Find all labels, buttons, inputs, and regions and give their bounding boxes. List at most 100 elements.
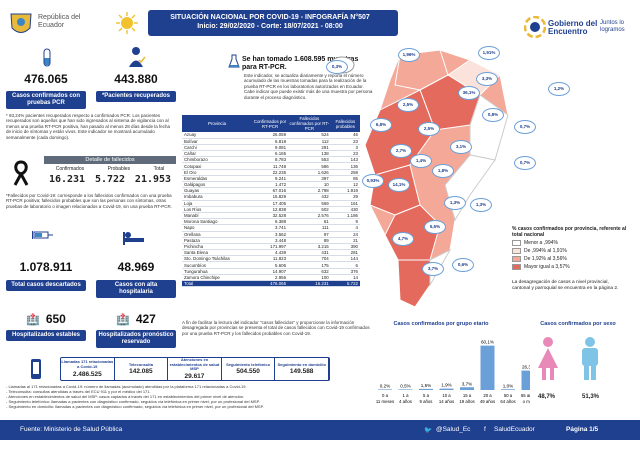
table-cell: 704 bbox=[288, 255, 331, 263]
table-row: Imbabura 15.829 432 29 bbox=[182, 193, 360, 201]
page-title: SITUACIÓN NACIONAL POR COVID-19 - INFOGR… bbox=[170, 14, 370, 21]
table-row: Guayas 67.016 2.798 1.919 bbox=[182, 187, 360, 195]
kpi-confirmed-value: 476.065 bbox=[24, 72, 68, 86]
table-cell: 432 bbox=[288, 193, 331, 201]
service-value: 29.617 bbox=[184, 372, 205, 380]
kpi-hosp-stable-value: 650 bbox=[45, 312, 66, 326]
footer-twitter[interactable]: @Salud_Ec bbox=[436, 426, 471, 433]
map-label-bubble: 4,7% bbox=[392, 232, 414, 246]
service-label: Atenciones en establecimientos de salud … bbox=[169, 357, 220, 372]
table-cell: Cañar bbox=[182, 150, 252, 158]
header-block: SITUACIÓN NACIONAL POR COVID-19 - INFOGR… bbox=[150, 14, 390, 30]
table-row: Pastaza 3.448 89 21 bbox=[182, 237, 360, 244]
male-icon bbox=[578, 336, 602, 384]
kpi-discharged-label: Casos con alta hospitalaria bbox=[96, 280, 176, 298]
footer-page: Página 1/5 bbox=[566, 426, 599, 433]
legend-label: De 1,92% al 3,56% bbox=[524, 256, 567, 262]
pcr-lab-icon bbox=[228, 54, 240, 70]
map-label-bubble: 14,1% bbox=[388, 178, 410, 192]
pcr-note: Este indicador, se actualiza diariamente… bbox=[244, 73, 373, 100]
legend-row: De 1,92% al 3,56% bbox=[512, 256, 628, 262]
service-label: Teleconsulta bbox=[128, 361, 153, 367]
deaths-confirmed-value: 16.231 bbox=[48, 174, 86, 185]
service-value: 142.085 bbox=[129, 368, 153, 376]
table-row: Morona Santiago 6.388 61 9 bbox=[182, 218, 360, 226]
footer-facebook[interactable]: SaludEcuador bbox=[494, 426, 535, 433]
table-cell: 23 bbox=[330, 138, 360, 145]
desagregation-note: La desagregación de casos a nivel provin… bbox=[512, 280, 619, 291]
table-cell: Loja bbox=[182, 200, 252, 207]
twitter-icon: 🐦 bbox=[424, 427, 433, 434]
table-cell: 138 bbox=[288, 150, 331, 158]
table-cell: Pichincha bbox=[182, 243, 252, 251]
table-cell: Sucumbíos bbox=[182, 261, 252, 269]
map-label-bubble: 0,6% bbox=[452, 258, 474, 272]
table-total-cell: 476.065 bbox=[252, 280, 289, 288]
table-row: Zamora Chinchipe 2.956 100 14 bbox=[182, 274, 360, 282]
kpi-discharged: 48.969 Casos con alta hospitalaria bbox=[96, 260, 176, 298]
table-cell: Napo bbox=[182, 224, 252, 232]
table-cell: Santa Elena bbox=[182, 249, 252, 257]
age-bar bbox=[460, 387, 474, 390]
deaths-cols: Confirmados Probables Total bbox=[44, 166, 176, 172]
table-cell: 14 bbox=[330, 274, 360, 282]
table-cell: 1.919 bbox=[330, 187, 360, 195]
kpi-confirmed-label: Casos confirmados con pruebas PCR bbox=[6, 91, 86, 109]
table-total-cell: Total bbox=[182, 280, 252, 288]
table-cell: 3.562 bbox=[252, 231, 289, 238]
table-cell: 9.081 bbox=[252, 144, 289, 152]
map-label-bubble: 6,8% bbox=[370, 118, 392, 132]
table-cell: 258 bbox=[330, 169, 360, 176]
facebook-icon: f bbox=[484, 426, 486, 433]
table-cell: 553 bbox=[288, 156, 331, 164]
age-category-label: 65 años bbox=[521, 393, 530, 398]
map-label-bubble: 2,5% bbox=[397, 98, 419, 112]
table-cell: Cotopaxi bbox=[182, 162, 252, 170]
table-body: Azuay 26.059 524 46 Bolívar 6.818 112 23 Carchi 9… bbox=[182, 132, 360, 288]
service-value: 2.486.525 bbox=[72, 370, 102, 378]
brand-logo-icon bbox=[523, 15, 547, 39]
male-pct: 51,3% bbox=[582, 394, 600, 400]
service-label: Seguimiento en domicilio bbox=[277, 361, 326, 367]
age-category-label: 10 a bbox=[442, 393, 451, 398]
deaths-box: Detalle de fallecidos Confirmados Probab… bbox=[44, 156, 176, 185]
table-row: El Oro 22.235 1.626 258 bbox=[182, 169, 360, 176]
age-category-label: 4 años bbox=[399, 399, 412, 404]
service-column: Llamadas 171 relacionadas a Covid-19 2.48… bbox=[61, 358, 115, 380]
table-cell: 11.748 bbox=[252, 162, 289, 170]
table-cell: 12.838 bbox=[252, 206, 289, 213]
table-cell: 10 bbox=[288, 181, 331, 189]
age-bar-label: 1,0% bbox=[503, 383, 513, 388]
deaths-col-confirmed: Confirmados bbox=[55, 166, 85, 172]
deaths-total-value: 21.953 bbox=[134, 174, 172, 185]
kpi-hosp-stable-label: Hospitalizados estables bbox=[6, 330, 86, 341]
table-total-cell: 5.722 bbox=[330, 280, 360, 288]
map-label-bubble: 3,7% bbox=[422, 262, 444, 276]
table-cell: El Oro bbox=[182, 169, 252, 176]
table-cell: Azuay bbox=[182, 132, 252, 139]
table-cell: 32.528 bbox=[252, 212, 289, 220]
gov-name: República del Ecuador bbox=[38, 14, 81, 29]
services-band: Llamadas 171 relacionadas a Covid-19 2.48… bbox=[60, 357, 330, 381]
table-cell: Tungurahua bbox=[182, 268, 252, 275]
services-notes: - Llamadas al 171 relacionadas a Covid-1… bbox=[6, 384, 336, 409]
table-header-province: Provincia bbox=[182, 115, 252, 132]
legend-swatch bbox=[512, 264, 521, 270]
age-category-label: 11 meses bbox=[376, 399, 394, 404]
table-row: Santa Elena 4.439 431 281 bbox=[182, 249, 360, 257]
map-label-bubble: 3,3% bbox=[476, 72, 498, 86]
table-cell: 171.997 bbox=[252, 243, 289, 251]
table-cell: 2.798 bbox=[288, 187, 331, 195]
table-header-confirmed: Confirmados por RT-PCR bbox=[252, 115, 289, 132]
legend-title: % casos confirmados por provincia, refer… bbox=[512, 226, 627, 238]
map-label-bubble: 1,3% bbox=[470, 198, 492, 212]
service-note: - Teleconsulta: consultas atendidas a tr… bbox=[6, 389, 151, 394]
service-note: - Atenciones en establecimientos de salu… bbox=[6, 394, 245, 399]
table-cell: 161 bbox=[330, 200, 360, 207]
province-table: Provincia Confirmados por RT-PCR Falleci… bbox=[182, 115, 360, 288]
age-category-label: 50 a bbox=[504, 393, 513, 398]
table-cell: Chimborazo bbox=[182, 156, 252, 164]
table-cell: Imbabura bbox=[182, 193, 252, 201]
age-category-label: 1 a bbox=[403, 393, 410, 398]
footer-source: Fuente: Ministerio de Salud Pública bbox=[20, 426, 123, 433]
